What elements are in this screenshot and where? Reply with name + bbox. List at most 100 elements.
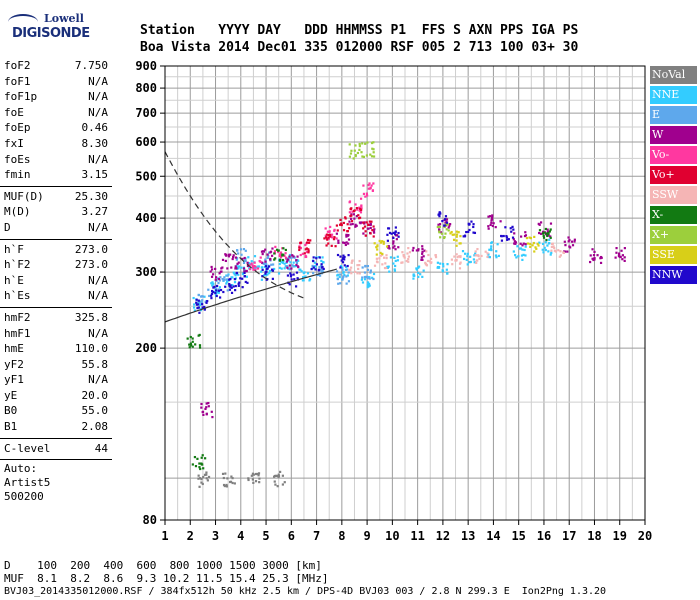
data-point — [386, 245, 389, 248]
data-point — [214, 278, 217, 281]
data-point — [205, 301, 208, 304]
data-point — [364, 234, 367, 237]
data-point — [335, 224, 338, 227]
param-name: h`F — [4, 242, 24, 256]
plot-frame — [164, 65, 646, 521]
data-point — [327, 242, 330, 245]
data-point — [549, 236, 552, 239]
data-point — [559, 250, 562, 253]
data-point — [270, 254, 274, 257]
data-point — [392, 262, 395, 265]
data-point — [307, 249, 310, 252]
trace-curve — [164, 268, 337, 323]
data-point — [417, 248, 420, 251]
data-point — [354, 203, 357, 206]
data-point — [490, 221, 493, 224]
data-point — [283, 262, 286, 265]
data-point — [394, 259, 397, 263]
data-point — [451, 263, 454, 266]
data-point — [221, 258, 225, 262]
data-point — [241, 272, 245, 275]
data-point — [254, 472, 258, 476]
data-point — [568, 245, 571, 248]
data-point — [387, 227, 390, 230]
data-point — [261, 261, 264, 264]
data-point — [208, 294, 211, 298]
data-point — [547, 250, 550, 253]
data-point — [285, 260, 289, 263]
data-point — [251, 266, 255, 269]
data-point — [217, 288, 220, 291]
data-point — [198, 344, 202, 347]
param-value: 110.0 — [74, 342, 108, 356]
data-point — [308, 241, 311, 244]
data-point — [293, 278, 296, 281]
data-point — [365, 275, 368, 278]
param-row: yF2 55.8 — [0, 357, 112, 373]
data-point — [420, 258, 423, 261]
param-row: C-level 44 — [0, 441, 112, 457]
data-point — [366, 265, 370, 268]
data-point — [298, 246, 301, 249]
data-point — [264, 248, 267, 251]
data-point — [369, 223, 372, 226]
data-point — [191, 340, 194, 343]
data-point — [336, 229, 339, 232]
data-point — [355, 215, 358, 218]
data-point — [337, 241, 340, 244]
data-point — [369, 232, 372, 235]
data-point — [365, 154, 368, 157]
data-point — [549, 222, 553, 225]
data-point — [591, 257, 594, 260]
data-point — [356, 272, 359, 275]
data-point — [488, 256, 491, 259]
data-point — [441, 262, 445, 266]
data-point — [353, 149, 356, 152]
data-point — [346, 274, 349, 277]
data-point — [443, 218, 447, 221]
data-point — [491, 214, 494, 217]
data-point — [307, 248, 310, 251]
data-point — [274, 257, 277, 260]
param-value: N/A — [88, 373, 108, 387]
param-value: N/A — [88, 289, 108, 303]
data-point — [373, 264, 377, 267]
param-value: 55.0 — [81, 404, 109, 418]
data-point — [235, 267, 238, 270]
data-point — [524, 231, 527, 234]
data-point — [510, 230, 513, 233]
data-point — [347, 233, 350, 237]
data-point — [268, 251, 271, 254]
data-point — [310, 267, 313, 271]
data-point — [300, 270, 303, 273]
data-point — [280, 267, 283, 270]
data-point — [401, 261, 404, 264]
data-point — [490, 241, 494, 244]
data-point — [376, 248, 379, 251]
data-point — [368, 220, 371, 223]
data-point — [350, 207, 353, 210]
data-point — [321, 265, 324, 269]
data-point — [219, 296, 222, 299]
data-point — [392, 240, 395, 243]
data-point — [346, 230, 349, 233]
data-point — [494, 254, 498, 257]
param-name: hmF2 — [4, 310, 31, 324]
data-point — [218, 279, 221, 282]
data-point — [443, 224, 446, 227]
data-point — [333, 236, 336, 239]
data-point — [505, 235, 508, 238]
data-point — [217, 291, 220, 294]
param-row: B0 55.0 — [0, 403, 112, 419]
param-row: fmin 3.15 — [0, 167, 112, 183]
param-value: 273.0 — [74, 242, 108, 256]
data-point — [215, 287, 218, 290]
data-point — [529, 237, 533, 240]
data-point — [226, 289, 229, 292]
data-point — [369, 269, 372, 272]
data-point — [190, 344, 193, 347]
data-point — [210, 268, 214, 271]
data-point — [270, 263, 273, 266]
data-point — [559, 254, 562, 257]
data-point — [238, 281, 241, 284]
